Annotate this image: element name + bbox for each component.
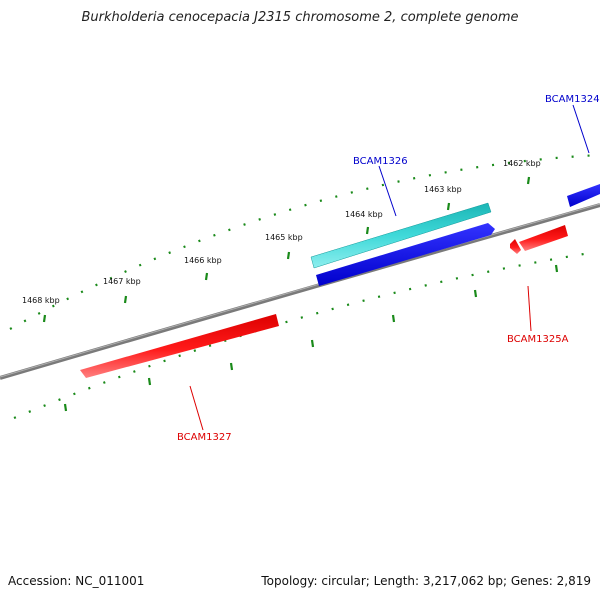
scale-label-1464: 1464 kbp bbox=[345, 210, 383, 219]
lower-minor-ticks bbox=[13, 251, 591, 420]
gene-label-bcam1326[interactable]: BCAM1326 bbox=[353, 156, 408, 167]
major-tick bbox=[63, 403, 68, 412]
cds-bcam1326[interactable] bbox=[310, 202, 492, 269]
major-tick bbox=[286, 251, 291, 260]
gene-bcam1325a-fragment[interactable] bbox=[510, 239, 521, 254]
scale-labels: 1462 kbp 1463 kbp 1464 kbp 1465 kbp 1466… bbox=[22, 159, 541, 305]
scale-label-1463: 1463 kbp bbox=[424, 185, 462, 194]
gene-bcam1324[interactable] bbox=[567, 184, 600, 207]
scale-label-1465: 1465 kbp bbox=[265, 233, 303, 242]
major-tick bbox=[310, 339, 315, 348]
major-tick bbox=[446, 202, 451, 211]
gene-bcam1326[interactable] bbox=[316, 223, 495, 286]
map-title: Burkholderia cenocepacia J2315 chromosom… bbox=[81, 10, 519, 25]
scale-label-1467: 1467 kbp bbox=[103, 277, 141, 286]
genome-summary-text: Topology: circular; Length: 3,217,062 bp… bbox=[261, 574, 591, 588]
major-tick bbox=[365, 226, 370, 235]
major-tick bbox=[391, 314, 396, 323]
major-tick bbox=[123, 295, 128, 304]
upper-scale-ticks bbox=[9, 153, 600, 330]
gene-bcam1327[interactable] bbox=[80, 314, 279, 378]
gene-label-bcam1324[interactable]: BCAM1324 bbox=[545, 94, 600, 105]
genome-backbone bbox=[0, 203, 600, 380]
lower-scale-ticks bbox=[13, 251, 591, 420]
scale-label-1468: 1468 kbp bbox=[22, 296, 60, 305]
genome-backbone-highlight bbox=[0, 203, 600, 378]
gene-label-bcam1325a[interactable]: BCAM1325A bbox=[507, 334, 569, 345]
major-tick bbox=[147, 377, 152, 386]
scale-label-1462: 1462 kbp bbox=[503, 159, 541, 168]
gene-label-bcam1327[interactable]: BCAM1327 bbox=[177, 432, 232, 443]
leader-bcam1324 bbox=[572, 104, 590, 154]
scale-label-1466: 1466 kbp bbox=[184, 256, 222, 265]
major-tick bbox=[526, 176, 531, 185]
major-tick bbox=[42, 314, 47, 323]
major-tick bbox=[204, 272, 209, 281]
major-tick bbox=[229, 362, 234, 371]
gene-bcam1325a[interactable] bbox=[519, 225, 568, 251]
major-tick bbox=[473, 289, 478, 298]
leader-bcam1326 bbox=[378, 165, 397, 217]
leader-bcam1325a bbox=[527, 285, 532, 332]
upper-minor-ticks bbox=[9, 153, 600, 330]
leader-bcam1327 bbox=[189, 385, 204, 431]
major-tick bbox=[554, 264, 559, 273]
accession-text: Accession: NC_011001 bbox=[8, 574, 145, 588]
